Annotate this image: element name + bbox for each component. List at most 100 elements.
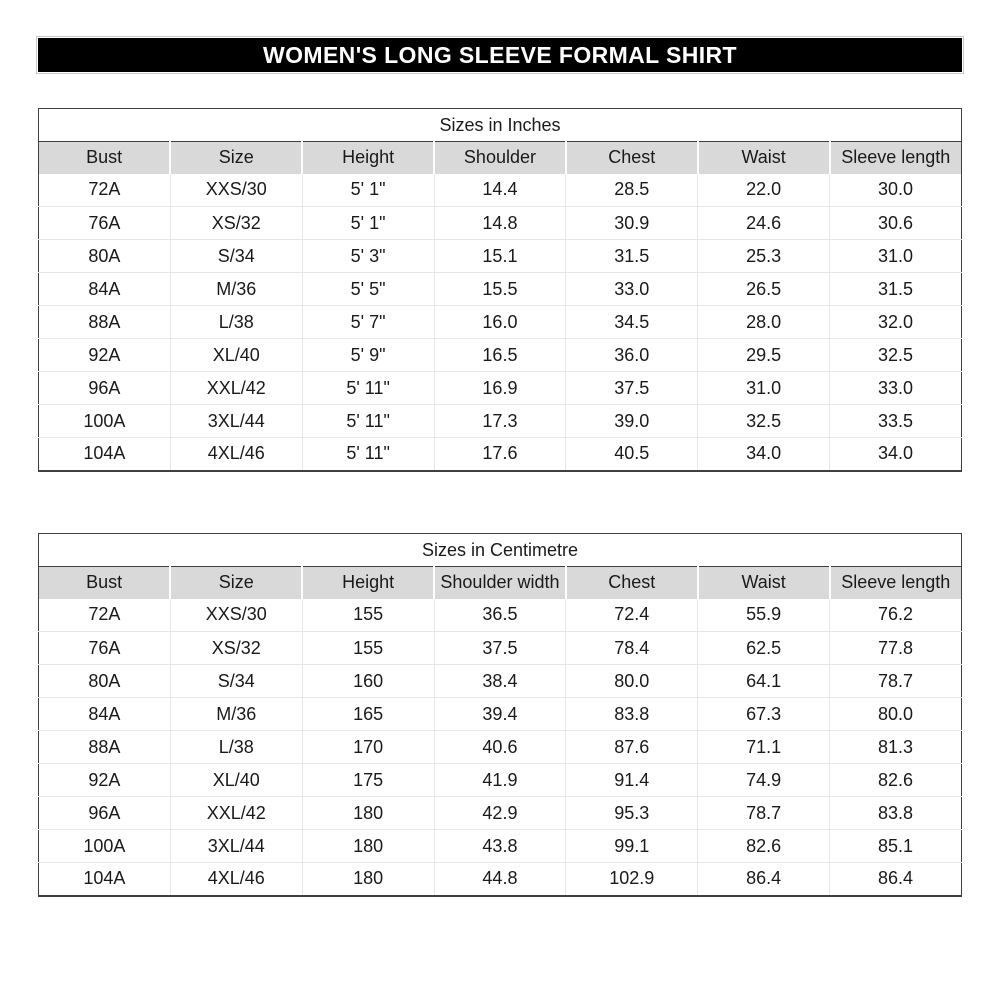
table-row: 84A M/36 165 39.4 83.8 67.3 80.0: [38, 697, 962, 731]
body-cell: 80.0: [565, 664, 698, 698]
body-cell: 155: [301, 598, 435, 632]
header-cell: Bust: [38, 566, 171, 599]
body-cell: 84A: [38, 272, 171, 306]
body-cell: 38.4: [433, 664, 566, 698]
body-cell: 82.6: [829, 763, 962, 797]
body-cell: 16.5: [433, 338, 566, 372]
body-cell: 72A: [88, 604, 121, 625]
body-cell: L/38: [169, 730, 303, 764]
body-cell: 34.0: [697, 437, 830, 471]
body-cell: XXL/42: [169, 796, 303, 830]
table-row: 72A XXS/30 5' 1" 14.4 28.5 22.0 30.0: [39, 173, 962, 207]
body-cell: 5' 7": [301, 305, 435, 339]
header-cell: Height: [301, 566, 435, 599]
body-cell: M/36: [169, 272, 303, 306]
body-cell: 62.5: [697, 631, 830, 665]
body-cell: 22.0: [697, 173, 830, 207]
body-cell: 160: [301, 664, 435, 698]
body-cell: 36.0: [565, 338, 698, 372]
body-cell: 77.8: [829, 631, 962, 665]
body-cell: 31.5: [565, 239, 698, 273]
body-cell: 67.3: [697, 697, 830, 731]
body-cell: 5' 9": [301, 338, 435, 372]
body-cell: 5' 1": [301, 206, 435, 240]
body-cell: 24.6: [697, 206, 830, 240]
body-cell: M/36: [169, 697, 303, 731]
body-cell: 28.5: [565, 173, 698, 207]
body-cell: 33.5: [829, 404, 962, 438]
body-cell: 14.4: [433, 173, 566, 207]
header-cell: Shoulder: [433, 141, 566, 174]
body-cell: 17.3: [433, 404, 566, 438]
body-cell: 32.0: [829, 305, 962, 339]
body-cell: 76.2: [829, 598, 962, 632]
body-cell: 96A: [38, 796, 171, 830]
body-cell: 43.8: [433, 829, 566, 863]
table-caption: Sizes in Centimetre: [38, 533, 962, 567]
body-cell: 72A: [88, 179, 121, 200]
body-cell: XXS/30: [169, 598, 303, 632]
body-cell: 88A: [38, 305, 171, 339]
body-cell: 85.1: [829, 829, 962, 863]
body-cell: 5' 3": [301, 239, 435, 273]
header-cell: Size: [169, 566, 303, 599]
body-cell: 25.3: [697, 239, 830, 273]
page-title: WOMEN'S LONG SLEEVE FORMAL SHIRT: [262, 41, 738, 68]
body-cell: 34.5: [565, 305, 698, 339]
body-cell: 41.9: [433, 763, 566, 797]
body-cell: 74.9: [697, 763, 830, 797]
body-cell: 30.0: [829, 173, 962, 207]
body-cell: 37.5: [565, 371, 698, 405]
body-cell: 29.5: [697, 338, 830, 372]
body-cell: 76A: [38, 631, 171, 665]
table-caption-row: Sizes in Inches: [38, 108, 962, 142]
body-cell: 78.7: [829, 664, 962, 698]
body-cell: XXS/30: [169, 173, 303, 207]
body-cell: XL/40: [169, 763, 303, 797]
body-cell: XL/40: [169, 338, 303, 372]
table-row: 88A L/38 170 40.6 87.6 71.1 81.3: [38, 730, 962, 764]
header-cell: Waist: [696, 566, 830, 599]
body-cell: 88A: [38, 730, 171, 764]
body-cell: 31.0: [697, 371, 830, 405]
body-cell: 80A: [38, 664, 171, 698]
body-cell: 80A: [38, 239, 171, 273]
body-cell: 92A: [38, 763, 171, 797]
body-cell: L/38: [169, 305, 303, 339]
body-cell: 155: [301, 631, 435, 665]
body-cell: 100A: [38, 404, 171, 438]
body-cell: 102.9: [565, 862, 698, 896]
header-cell: Height: [301, 141, 435, 174]
body-cell: 16.9: [433, 371, 566, 405]
header-cell: Sleeve length: [828, 566, 962, 599]
body-cell: 104A: [38, 862, 171, 896]
table-row: 92A XL/40 5' 9" 16.5 36.0 29.5 32.5: [38, 338, 962, 372]
table-header-row: Bust Size Height Shoulder width Chest Waist Sl…: [38, 566, 962, 599]
body-cell: 40.6: [433, 730, 566, 764]
body-cell: 78.4: [565, 631, 698, 665]
table-row: 76A XS/32 155 37.5 78.4 62.5 77.8: [38, 631, 962, 665]
body-cell: 30.6: [829, 206, 962, 240]
body-cell: 33.0: [829, 371, 962, 405]
body-cell: 39.0: [565, 404, 698, 438]
body-cell: 180: [301, 862, 435, 896]
table-row: 96A XXL/42 5' 11" 16.9 37.5 31.0 33.0: [38, 371, 962, 405]
body-cell: 82.6: [697, 829, 830, 863]
body-cell: 71.1: [697, 730, 830, 764]
body-cell: 72.4: [565, 598, 698, 632]
body-cell: 5' 11": [301, 437, 435, 471]
body-cell: 95.3: [565, 796, 698, 830]
body-cell: 100A: [38, 829, 171, 863]
title-banner: WOMEN'S LONG SLEEVE FORMAL SHIRT: [38, 38, 962, 72]
header-cell: Shoulder width: [433, 566, 566, 599]
body-cell: 78.7: [697, 796, 830, 830]
table-row: 76A XS/32 5' 1" 14.8 30.9 24.6 30.6: [38, 206, 962, 240]
table-row: 92A XL/40 175 41.9 91.4 74.9 82.6: [38, 763, 962, 797]
table-row: 96A XXL/42 180 42.9 95.3 78.7 83.8: [38, 796, 962, 830]
table-row: 80A S/34 5' 3" 15.1 31.5 25.3 31.0: [38, 239, 962, 273]
body-cell: 92A: [38, 338, 171, 372]
body-cell: 32.5: [697, 404, 830, 438]
body-cell: 83.8: [829, 796, 962, 830]
body-cell: 4XL/46: [169, 862, 303, 896]
